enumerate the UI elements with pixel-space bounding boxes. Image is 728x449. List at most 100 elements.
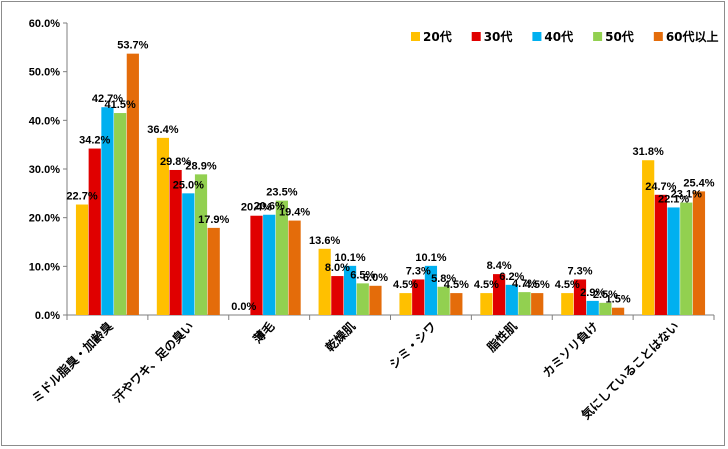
bar bbox=[288, 220, 301, 315]
bar bbox=[493, 274, 506, 315]
data-label: 19.4% bbox=[279, 207, 310, 219]
data-label: 42.7% bbox=[92, 93, 123, 105]
category-label: カミソリ負け bbox=[539, 319, 601, 381]
bar bbox=[369, 285, 382, 315]
bar bbox=[654, 194, 667, 315]
y-tick-label: 0.0% bbox=[35, 310, 60, 322]
y-tick-label: 30.0% bbox=[29, 164, 60, 176]
bar bbox=[101, 107, 114, 316]
data-label: 10.1% bbox=[415, 252, 446, 264]
bar bbox=[331, 276, 344, 315]
legend-swatch bbox=[653, 32, 663, 41]
data-label: 13.6% bbox=[309, 235, 340, 247]
bar bbox=[194, 174, 208, 315]
data-label: 34.2% bbox=[79, 135, 110, 147]
bar bbox=[505, 284, 518, 315]
bar bbox=[399, 293, 412, 315]
data-label: 4.5% bbox=[444, 279, 469, 291]
category-label: 汗やワキ、足の臭い bbox=[110, 319, 197, 406]
bar bbox=[424, 265, 438, 315]
bar bbox=[450, 293, 463, 315]
data-label: 31.8% bbox=[633, 146, 664, 158]
data-label: 22.7% bbox=[66, 191, 97, 203]
legend: 20代 30代 40代 50代 60代以上 bbox=[411, 29, 719, 44]
data-label: 36.4% bbox=[147, 124, 178, 136]
legend-label: 20代 bbox=[423, 29, 452, 44]
data-label: 1.5% bbox=[606, 294, 631, 306]
data-label: 6.5% bbox=[350, 269, 375, 281]
bar bbox=[318, 248, 331, 315]
data-label: 7.3% bbox=[567, 265, 592, 277]
data-label: 0.0% bbox=[231, 301, 256, 313]
bar bbox=[356, 283, 369, 315]
bar bbox=[75, 204, 89, 315]
bar bbox=[642, 160, 655, 315]
bar bbox=[207, 227, 220, 315]
data-label: 23.1% bbox=[671, 189, 702, 201]
data-label: 25.0% bbox=[173, 179, 204, 191]
data-label: 4.5% bbox=[393, 279, 418, 291]
data-label: 5.8% bbox=[431, 273, 456, 285]
bar bbox=[480, 293, 493, 315]
bar bbox=[561, 293, 574, 315]
bar bbox=[437, 286, 450, 315]
bar bbox=[343, 265, 357, 315]
y-tick-label: 40.0% bbox=[29, 115, 60, 127]
data-label: 2.9% bbox=[580, 287, 605, 299]
bar bbox=[88, 148, 101, 315]
bar bbox=[126, 53, 139, 315]
legend-label: 50代 bbox=[605, 29, 634, 44]
y-tick-label: 10.0% bbox=[29, 261, 60, 273]
data-label: 25.4% bbox=[683, 177, 714, 189]
bar bbox=[156, 137, 170, 315]
bar bbox=[518, 292, 531, 315]
bar bbox=[182, 193, 195, 315]
data-label: 6.0% bbox=[363, 272, 388, 284]
data-label: 17.9% bbox=[198, 214, 229, 226]
y-tick-label: 20.0% bbox=[29, 213, 60, 225]
data-label: 4.5% bbox=[555, 279, 580, 291]
category-label: 薄毛 bbox=[250, 319, 278, 347]
bar bbox=[412, 279, 425, 315]
legend-swatch bbox=[532, 32, 542, 41]
legend-swatch bbox=[471, 32, 481, 41]
bar bbox=[586, 300, 599, 315]
data-labels: 22.7% 34.2% 42.7%41.5% 53.7% 36.4% 29.8% 25.0%… bbox=[66, 40, 714, 313]
data-label: 24.7% bbox=[645, 181, 676, 193]
bar bbox=[611, 307, 625, 315]
bar bbox=[114, 113, 127, 316]
data-label: 29.8% bbox=[160, 156, 191, 168]
data-label: 7.3% bbox=[406, 265, 431, 277]
data-label: 23.5% bbox=[266, 187, 297, 199]
data-label: 10.1% bbox=[334, 252, 365, 264]
category-label: 脂性肌 bbox=[483, 319, 520, 356]
bar bbox=[599, 302, 612, 315]
bars bbox=[75, 53, 706, 316]
bar bbox=[667, 207, 680, 315]
category-label: シミ・シワ bbox=[387, 319, 439, 371]
bar bbox=[263, 214, 276, 315]
data-label: 8.0% bbox=[325, 262, 350, 274]
data-label: 8.4% bbox=[487, 260, 512, 272]
data-label: 4.7% bbox=[512, 278, 537, 290]
legend-label: 60代以上 bbox=[666, 29, 719, 44]
data-label: 4.5% bbox=[474, 279, 499, 291]
legend-label: 30代 bbox=[484, 29, 513, 44]
data-label: 6.2% bbox=[499, 271, 524, 283]
legend-label: 40代 bbox=[544, 29, 573, 44]
legend-swatch bbox=[411, 32, 420, 41]
y-tick-label: 50.0% bbox=[29, 67, 60, 79]
category-label: 乾燥肌 bbox=[322, 319, 358, 355]
y-tick-label: 60.0% bbox=[29, 18, 60, 30]
bar bbox=[573, 279, 587, 315]
bar bbox=[250, 215, 263, 315]
data-label: 4.5% bbox=[525, 279, 550, 291]
data-label: 20.6% bbox=[254, 201, 285, 213]
data-label: 53.7% bbox=[117, 40, 148, 52]
legend-swatch bbox=[593, 32, 603, 41]
bar bbox=[680, 202, 693, 315]
data-label: 41.5% bbox=[105, 99, 136, 111]
data-label: 28.9% bbox=[185, 160, 216, 172]
